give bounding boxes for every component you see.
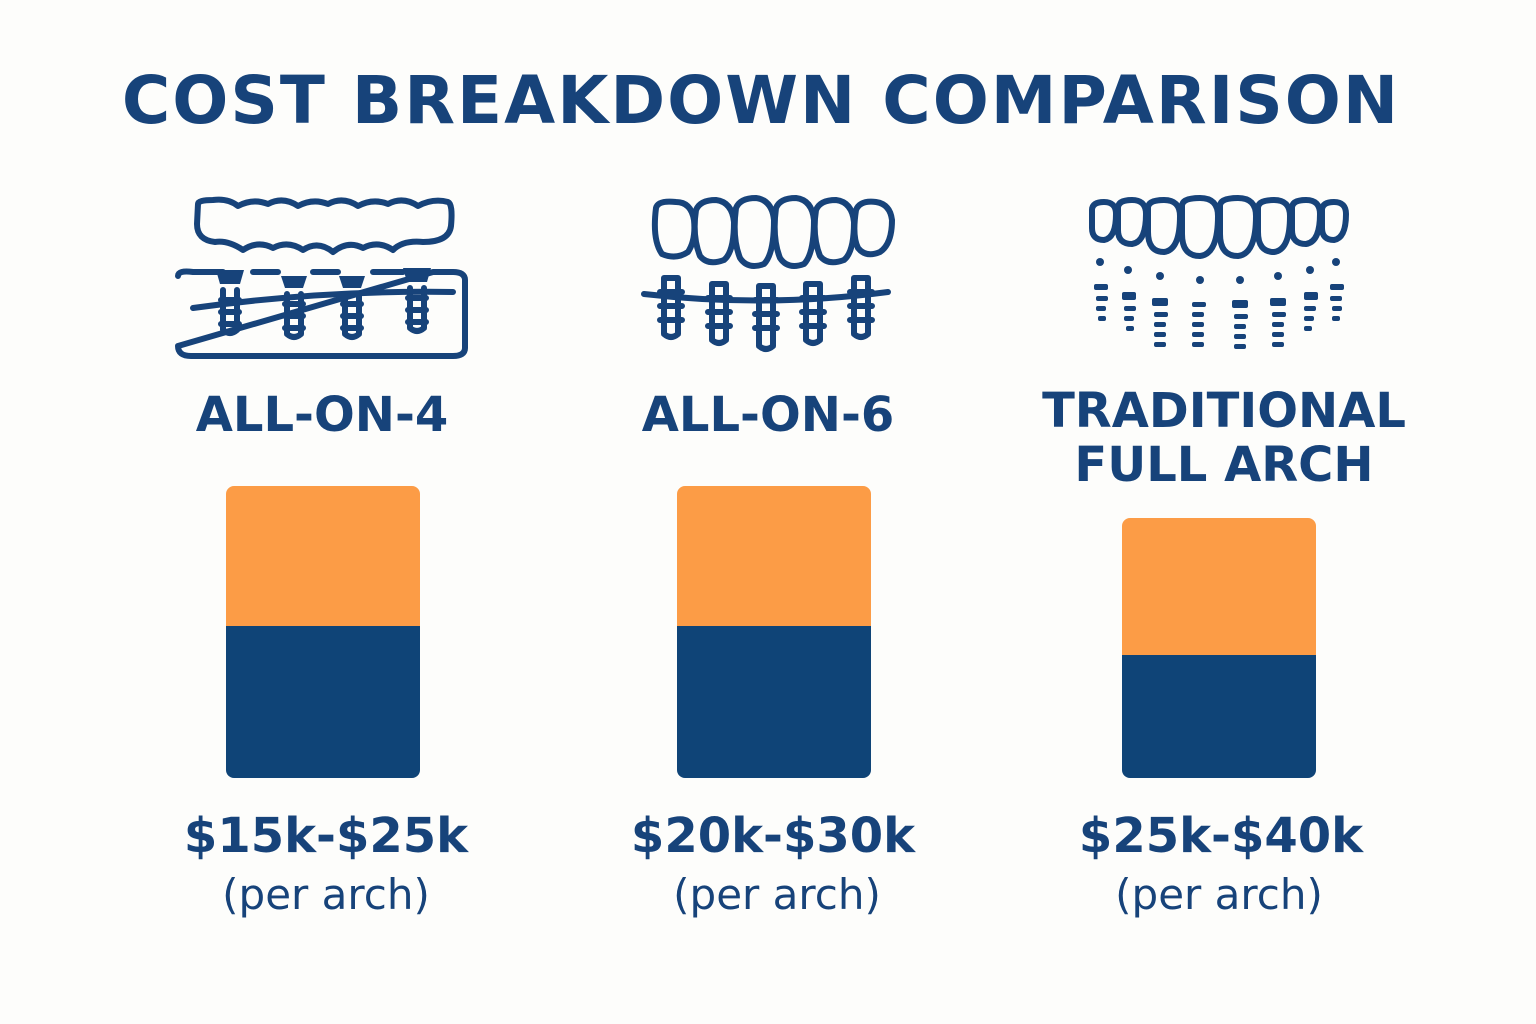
bar-all-on-4 — [226, 486, 420, 778]
category-label-traditional-full-arch: TRADITIONAL FULL ARCH — [1014, 384, 1434, 492]
all-on-6-implant-icon — [596, 180, 936, 370]
bar-segment-lower — [677, 626, 871, 778]
price-label-all-on-6: $20k-$30k — [630, 808, 916, 864]
bar-segment-lower — [1122, 655, 1316, 778]
bar-segment-upper — [677, 486, 871, 627]
traditional-full-arch-implant-icon — [1052, 180, 1392, 370]
all-on-4-implant-icon — [153, 180, 493, 370]
bar-all-on-6 — [677, 486, 871, 778]
page-title: COST BREAKDOWN COMPARISON — [121, 62, 1401, 139]
category-label-all-on-4: ALL-ON-4 — [112, 388, 532, 442]
category-label-line: FULL ARCH — [1074, 437, 1374, 493]
category-label-line: ALL-ON-4 — [195, 387, 449, 443]
price-unit-traditional-full-arch: (per arch) — [1115, 870, 1323, 919]
category-label-line: TRADITIONAL — [1042, 383, 1406, 439]
category-label-line: ALL-ON-6 — [641, 387, 895, 443]
price-label-traditional-full-arch: $25k-$40k — [1078, 808, 1364, 864]
bar-segment-upper — [1122, 518, 1316, 656]
bar-traditional-full-arch — [1122, 518, 1316, 778]
price-label-all-on-4: $15k-$25k — [183, 808, 469, 864]
bar-segment-lower — [226, 626, 420, 778]
bar-segment-upper — [226, 486, 420, 627]
price-unit-all-on-4: (per arch) — [222, 870, 430, 919]
category-label-all-on-6: ALL-ON-6 — [558, 388, 978, 442]
price-unit-all-on-6: (per arch) — [673, 870, 881, 919]
